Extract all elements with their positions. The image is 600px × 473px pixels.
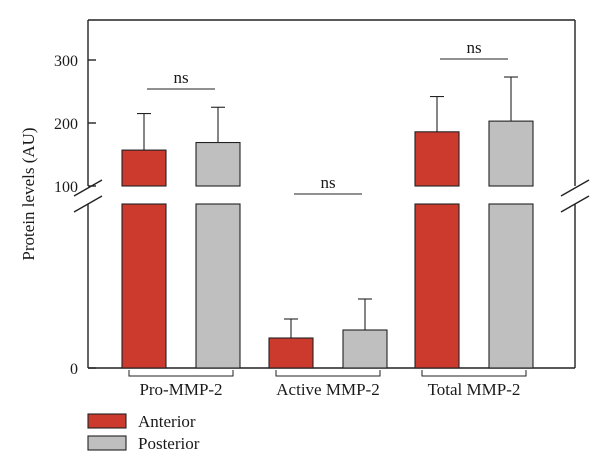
y-tick-label: 300 xyxy=(54,53,78,70)
significance-label: ns xyxy=(173,68,188,87)
error-bars xyxy=(137,76,518,338)
annotations: ns ns ns xyxy=(128,38,527,377)
category-bracket xyxy=(421,370,527,377)
bars xyxy=(121,120,534,369)
y-tick-label: 200 xyxy=(54,116,78,133)
significance-label: ns xyxy=(320,173,335,192)
legend-swatch xyxy=(87,435,127,451)
axis-break-mark xyxy=(560,179,590,197)
significance-label: ns xyxy=(466,38,481,57)
y-axis-label: Protein levels (AU) xyxy=(19,127,38,260)
axis-break-mark xyxy=(560,195,590,213)
bar xyxy=(121,149,167,187)
bar xyxy=(195,203,241,369)
bar xyxy=(414,131,460,187)
legend-swatch xyxy=(87,413,127,429)
legend: Anterior Posterior xyxy=(87,412,200,453)
y-tick-label: 0 xyxy=(70,361,78,378)
category-label: Pro-MMP-2 xyxy=(139,380,222,399)
category-label: Total MMP-2 xyxy=(428,380,521,399)
bar xyxy=(414,203,460,369)
category-bracket xyxy=(128,370,234,377)
legend-label: Anterior xyxy=(138,412,196,431)
legend-label: Posterior xyxy=(138,434,200,453)
bar xyxy=(488,120,534,187)
category-bracket xyxy=(275,370,381,377)
y-tick-label: 100 xyxy=(54,179,78,196)
bar xyxy=(121,203,167,369)
axis-break-mark xyxy=(73,195,103,213)
bar xyxy=(488,203,534,369)
labels: 100 200 300 0 Protein levels (AU) Pro-MMP-2 Ac… xyxy=(19,53,520,399)
category-label: Active MMP-2 xyxy=(276,380,379,399)
axis-break-mark xyxy=(73,179,103,197)
bar xyxy=(268,337,314,369)
bar xyxy=(342,329,388,369)
bar xyxy=(195,141,241,187)
